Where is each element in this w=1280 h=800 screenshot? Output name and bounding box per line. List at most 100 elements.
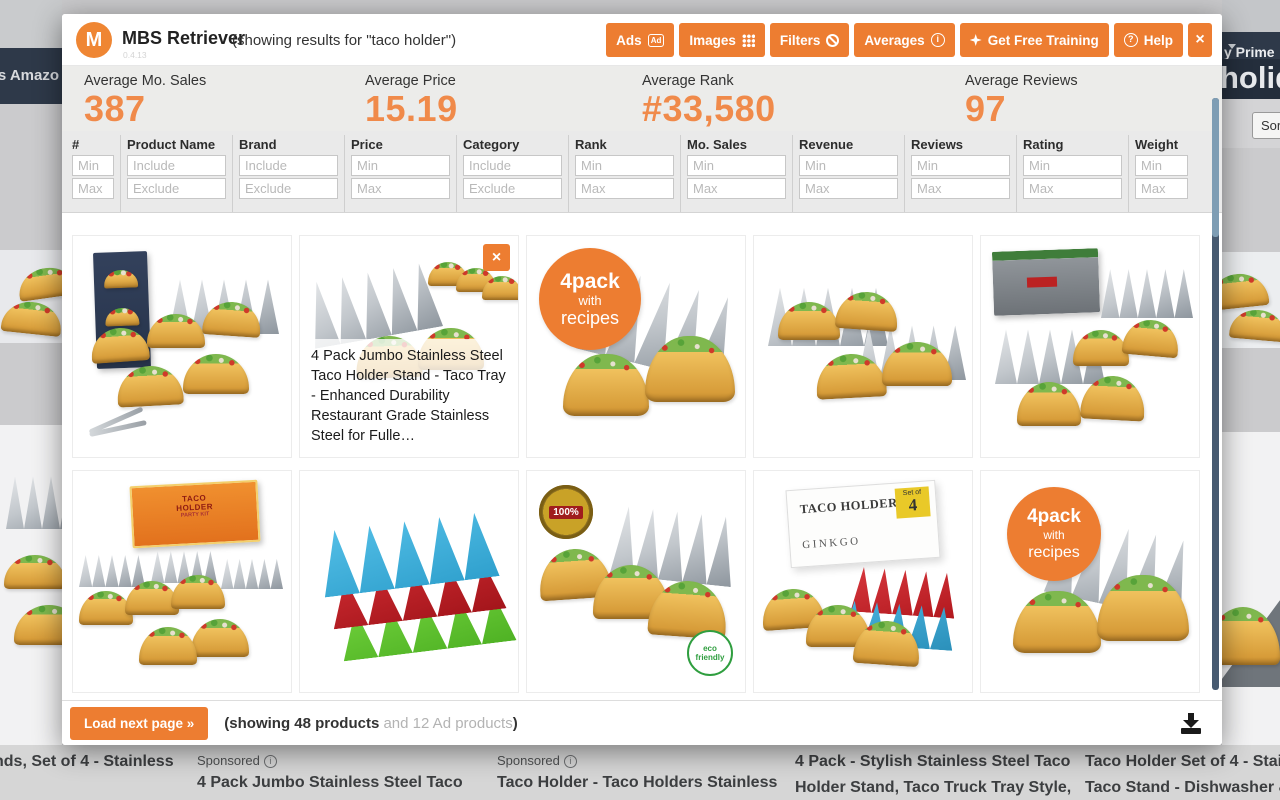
- product-card[interactable]: [72, 235, 292, 458]
- badge-4pack: 4pack with recipes: [1007, 487, 1101, 581]
- filter-min-input[interactable]: [1135, 155, 1188, 176]
- product-card[interactable]: 100% eco friendly: [526, 470, 746, 693]
- filter-max-input[interactable]: [1023, 178, 1122, 199]
- product-card[interactable]: [753, 235, 973, 458]
- filter-header: Price: [351, 137, 383, 152]
- product-box: [991, 248, 1101, 316]
- filter-min-input[interactable]: [1023, 155, 1122, 176]
- filter-column-rating: Rating: [1016, 135, 1128, 212]
- product-card[interactable]: [980, 235, 1200, 458]
- mbs-retriever-panel: M MBS Retriever 0.4.13 (showing results …: [62, 14, 1222, 745]
- stat-avg-rank: Average Rank #33,580: [642, 73, 776, 129]
- background-page: [1222, 348, 1280, 432]
- product-card[interactable]: [299, 470, 519, 693]
- stat-avg-price: Average Price 15.19: [365, 73, 458, 129]
- background-product-title: nds, Set of 4 - Stainless: [0, 753, 174, 770]
- filter-column-mo-sales: Mo. Sales: [680, 135, 792, 212]
- product-card-hovered[interactable]: 4 Pack Jumbo Stainless Steel Taco Holder…: [299, 235, 519, 458]
- filters-button[interactable]: Filters: [769, 23, 850, 57]
- filter-min-input[interactable]: [687, 155, 786, 176]
- remove-product-icon[interactable]: ×: [483, 244, 510, 271]
- filter-header: #: [72, 137, 80, 152]
- filter-max-input[interactable]: [1135, 178, 1188, 199]
- filter-exclude-input[interactable]: [239, 178, 338, 199]
- amazon-nav-text: n's Amazo: [0, 67, 59, 84]
- filter-min-input[interactable]: [799, 155, 898, 176]
- filter-max-input[interactable]: [799, 178, 898, 199]
- background-page: [1222, 148, 1280, 252]
- filter-column-reviews: Reviews: [904, 135, 1016, 212]
- filter-max-input[interactable]: [911, 178, 1010, 199]
- load-next-page-button[interactable]: Load next page »: [70, 706, 209, 740]
- filter-exclude-input[interactable]: [463, 178, 562, 199]
- filter-exclude-input[interactable]: [127, 178, 226, 199]
- filter-min-input[interactable]: [72, 155, 114, 176]
- set-of-4-corner: Set of 4: [894, 486, 931, 519]
- product-card[interactable]: 4pack with recipes: [980, 470, 1200, 693]
- background-product-image: [1222, 432, 1280, 745]
- filter-column-rank: Rank: [568, 135, 680, 212]
- filter-header: Rating: [1023, 137, 1064, 152]
- product-title-overlay: 4 Pack Jumbo Stainless Steel Taco Holder…: [300, 339, 518, 457]
- filter-row: # Product Name Brand Price Category Rank: [62, 131, 1222, 213]
- filter-max-input[interactable]: [351, 178, 450, 199]
- ads-button[interactable]: Ads Ad: [606, 23, 675, 57]
- filter-column-product-name: Product Name: [120, 135, 232, 212]
- results-subtitle: (showing results for "taco holder"): [232, 32, 457, 49]
- guarantee-seal: 100%: [539, 485, 593, 539]
- filter-min-input[interactable]: [575, 155, 674, 176]
- ad-icon: Ad: [647, 33, 665, 47]
- filter-max-input[interactable]: [687, 178, 786, 199]
- background-page: [0, 343, 62, 425]
- filter-min-input[interactable]: [351, 155, 450, 176]
- filter-min-input[interactable]: [911, 155, 1010, 176]
- panel-footer: Load next page » (showing 48 products an…: [62, 700, 1222, 745]
- filter-include-input[interactable]: [239, 155, 338, 176]
- filter-max-input[interactable]: [72, 178, 114, 199]
- product-box: TACO HOLDER PARTY KIT: [129, 479, 261, 549]
- filter-column-category: Category: [456, 135, 568, 212]
- product-card[interactable]: TACO HOLDER GINKGO Set of 4: [753, 470, 973, 693]
- filter-include-input[interactable]: [127, 155, 226, 176]
- background-product-title: Sponsored i Taco Holder - Taco Holders St…: [497, 753, 778, 791]
- filter-header: Weight: [1135, 137, 1179, 152]
- hero-text: holida: [1222, 60, 1280, 95]
- eco-friendly-badge: eco friendly: [687, 630, 733, 676]
- filter-header: Category: [463, 137, 520, 152]
- amazon-navbar-left: n's Amazo: [0, 48, 62, 104]
- filter-include-input[interactable]: [463, 155, 562, 176]
- sponsored-label: Sponsored: [497, 753, 560, 768]
- background-product-title: Taco Holder Set of 4 - Stain Taco Stand …: [1085, 753, 1280, 796]
- app-version: 0.4.13: [123, 50, 147, 60]
- get-free-training-button[interactable]: Get Free Training: [959, 23, 1109, 57]
- filter-max-input[interactable]: [575, 178, 674, 199]
- close-panel-button[interactable]: ×: [1188, 23, 1212, 57]
- help-button[interactable]: ? Help: [1113, 23, 1183, 57]
- product-card[interactable]: TACO HOLDER PARTY KIT: [72, 470, 292, 693]
- app-title: MBS Retriever: [122, 28, 246, 48]
- background-page: [0, 0, 62, 48]
- question-icon: ?: [1123, 33, 1138, 47]
- background-product-image: [0, 425, 62, 745]
- sort-button: Sort: [1252, 112, 1280, 139]
- background-product-image: [0, 250, 62, 343]
- background-page: [1222, 0, 1280, 32]
- stat-avg-reviews: Average Reviews 97: [965, 73, 1078, 129]
- product-grid: 4 Pack Jumbo Stainless Steel Taco Holder…: [62, 213, 1222, 700]
- info-icon: i: [263, 755, 277, 768]
- averages-button[interactable]: Averages i: [854, 23, 955, 57]
- scrollbar-track: [1212, 98, 1219, 690]
- images-button[interactable]: Images: [679, 23, 765, 57]
- filter-column-brand: Brand: [232, 135, 344, 212]
- background-product-title: 4 Pack - Stylish Stainless Steel Taco Ho…: [795, 753, 1072, 796]
- filter-header: Product Name: [127, 137, 216, 152]
- product-card[interactable]: 4pack with recipes: [526, 235, 746, 458]
- sponsored-label: Sponsored: [197, 753, 260, 768]
- download-icon[interactable]: [1180, 712, 1202, 734]
- background-product-image: [1222, 252, 1280, 348]
- scrollbar-thumb[interactable]: [1212, 98, 1219, 237]
- product-box: TACO HOLDER GINKGO Set of 4: [785, 479, 941, 569]
- filter-column-price: Price: [344, 135, 456, 212]
- filter-column-weight: Weight: [1128, 135, 1194, 212]
- info-icon: i: [930, 33, 945, 47]
